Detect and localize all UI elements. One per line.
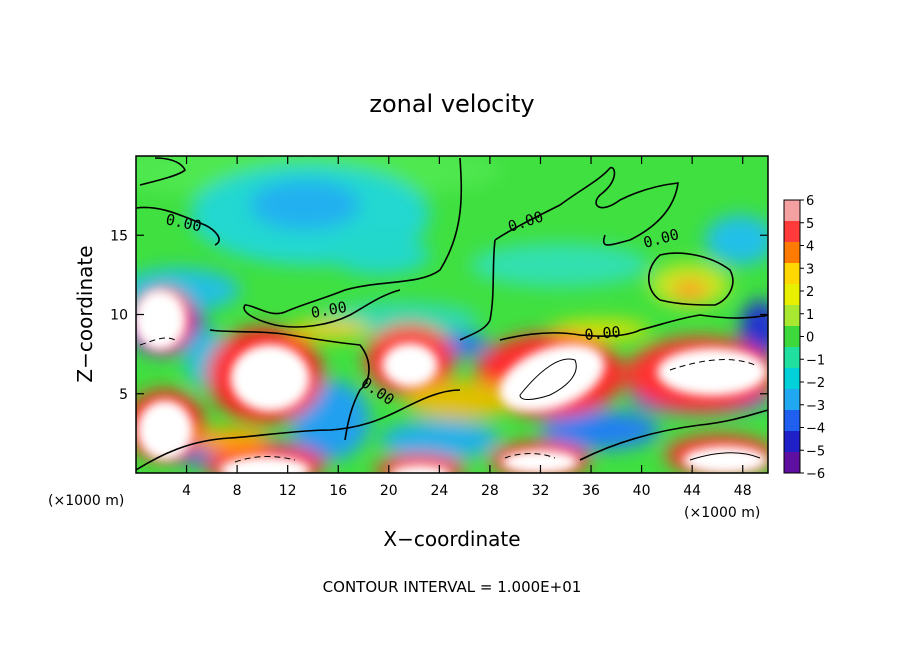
x-tick-label: 20 [380, 483, 398, 499]
colorbar-tick-label: −1 [806, 353, 825, 368]
positive-contour-bottom-right [689, 452, 761, 461]
colorbar-swatch [784, 389, 800, 411]
plot-area: 0.00 0.00 0.00 0.00 0.00 0.00 [136, 156, 768, 473]
y-axis: 5 10 15 [110, 228, 768, 403]
colorbar-swatch [784, 263, 800, 285]
x-tick-label: 32 [532, 483, 550, 499]
colorbar-tick-label: 3 [806, 262, 814, 277]
zero-contour-top-left [139, 157, 186, 186]
x-tick-label: 36 [582, 483, 600, 499]
x-tick-label: 48 [734, 483, 752, 499]
colorbar-swatch [784, 410, 800, 432]
contour-interval-note: CONTOUR INTERVAL = 1.000E+01 [323, 578, 582, 596]
zero-contour-right-upper [494, 166, 679, 246]
x-tick-label: 40 [633, 483, 651, 499]
colorbar-swatch [784, 368, 800, 390]
colorbar-swatch [784, 305, 800, 327]
contour-label: 0.00 [310, 298, 349, 322]
contour-label: 0.00 [584, 323, 622, 344]
colorbar-tick-label: −4 [806, 422, 825, 437]
colorbar-tick-label: −2 [806, 376, 825, 391]
y-tick-label: 15 [110, 228, 128, 244]
colorbar-swatch [784, 326, 800, 348]
strong-cores [136, 290, 767, 473]
zero-contour-right-upper-tail [459, 239, 496, 341]
chart-title: zonal velocity [369, 90, 534, 118]
blue-region-upper [250, 180, 360, 230]
y-unit-label: (×1000 m) [48, 493, 124, 509]
colorbar-tick-label: 2 [806, 285, 814, 300]
colorbar-swatch [784, 221, 800, 243]
x-tick-label: 28 [481, 483, 499, 499]
x-tick-label: 4 [182, 483, 191, 499]
positive-contour-core [519, 358, 577, 400]
x-tick-label: 16 [329, 483, 347, 499]
colorbar-swatch [784, 200, 800, 222]
colorbar-swatch [784, 284, 800, 306]
contour-lines [136, 157, 768, 471]
x-tick-label: 8 [233, 483, 242, 499]
x-axis-label: X−coordinate [383, 527, 520, 551]
colorbar-swatch [784, 431, 800, 453]
colorbar-swatch [784, 347, 800, 369]
colorbar-tick-label: 4 [806, 240, 814, 255]
y-axis-label: Z−coordinate [73, 245, 97, 382]
zero-contour-upper-left [136, 206, 220, 246]
colorbar-swatch [784, 452, 800, 474]
x-tick-label: 12 [279, 483, 297, 499]
y-tick-label: 10 [110, 308, 128, 324]
colorbar-swatch [784, 242, 800, 264]
zero-contour-mid-right [499, 314, 768, 341]
colorbar-tick-label: −6 [806, 467, 825, 482]
x-unit-label: (×1000 m) [684, 505, 760, 521]
x-tick-label: 44 [683, 483, 701, 499]
zero-contour-lower [136, 389, 461, 471]
negative-contour-left [139, 337, 176, 346]
zero-contour-central [243, 157, 463, 328]
colorbar-tick-label: 1 [806, 308, 814, 323]
colorbar-tick-label: 6 [806, 194, 814, 209]
y-tick-label: 5 [119, 387, 128, 403]
x-tick-label: 24 [430, 483, 448, 499]
negative-contour-bottom-mid [504, 453, 556, 459]
zero-contour-lower-right [579, 409, 768, 461]
negative-contour-bottom-left [234, 456, 296, 463]
colorbar: 6 5 4 3 2 1 0 −1 −2 −3 −4 −5 −6 [783, 194, 825, 482]
zero-contour-mid-left [209, 329, 370, 441]
zero-contour-right-blob [647, 252, 734, 306]
colorbar-tick-label: 0 [806, 331, 814, 346]
x-axis: 4 8 12 16 20 24 28 32 36 40 44 48 [182, 156, 752, 499]
negative-contour-right [669, 359, 756, 371]
colorbar-tick-label: −5 [806, 444, 825, 459]
colorbar-tick-label: −3 [806, 399, 825, 414]
colorbar-tick-label: 5 [806, 217, 814, 232]
